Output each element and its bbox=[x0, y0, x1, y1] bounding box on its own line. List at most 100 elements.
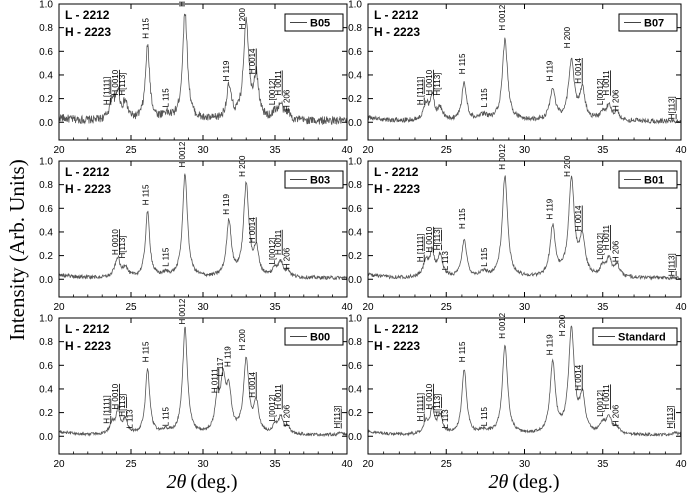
y-tick-label: 0.0 bbox=[39, 432, 53, 443]
peak-label: H[113] bbox=[668, 96, 677, 119]
x-tick-label: 35 bbox=[597, 459, 609, 470]
x-tick-label: 20 bbox=[362, 459, 374, 470]
legend: B00 bbox=[284, 327, 344, 346]
panels: 20 25 30 35 40 0.0 0.2 0.4 0.6 0.8 1.0 L - 2212 H - … bbox=[39, 0, 687, 470]
peak-label: L[0012] bbox=[596, 78, 605, 105]
peak-label: H 206 bbox=[282, 404, 291, 426]
x-tick-label: 40 bbox=[675, 302, 687, 313]
peak-label: H 0014 bbox=[248, 217, 257, 243]
peak-label: H[113] bbox=[118, 73, 127, 96]
phase-label: H - 2223 bbox=[374, 339, 420, 353]
panel-top-left: 20 25 30 35 40 0.0 0.2 0.4 0.6 0.8 1.0 L - 2212 H - … bbox=[39, 0, 353, 156]
peak-label: H[113] bbox=[433, 73, 442, 96]
phase-label: L - 2212 bbox=[374, 322, 419, 336]
legend-label: B01 bbox=[644, 175, 664, 187]
legend: B05 bbox=[284, 13, 344, 32]
x-tick-label: 20 bbox=[53, 459, 65, 470]
y-tick-label: 0.6 bbox=[348, 47, 362, 58]
y-tick-label: 0.8 bbox=[39, 23, 53, 34]
x-tick-label: 30 bbox=[519, 145, 531, 156]
peak-label: H 206 bbox=[611, 240, 620, 262]
panel-middle-left: 20 25 30 35 40 0.0 0.2 0.4 0.6 0.8 1.0 L - 2212 H - … bbox=[39, 141, 353, 313]
x-tick-label: 35 bbox=[597, 302, 609, 313]
peak-label: H[113] bbox=[668, 253, 677, 276]
y-tick-label: 0.8 bbox=[348, 337, 362, 348]
peak-label: H 0111 bbox=[210, 368, 219, 393]
peak-label: H 0012 bbox=[178, 141, 187, 167]
x-axis-unit: (deg.) bbox=[512, 471, 559, 493]
peak-label: L 113 bbox=[441, 251, 450, 271]
x-tick-label: 35 bbox=[269, 459, 281, 470]
peak-label: H 0011 bbox=[602, 224, 611, 250]
peak-label: H 115 bbox=[458, 208, 467, 229]
y-tick-label: 0.2 bbox=[39, 251, 53, 262]
peak-label: H 0011 bbox=[602, 70, 611, 96]
peak-label: H [1111] bbox=[102, 77, 111, 105]
peak-label: H 119 bbox=[223, 346, 232, 367]
x-tick-label: 40 bbox=[341, 145, 353, 156]
xrd-trace-Standard bbox=[367, 325, 682, 438]
legend-label: B05 bbox=[310, 18, 330, 30]
peak-label: L 113 bbox=[441, 409, 450, 429]
peak-label: H [1111] bbox=[416, 77, 425, 105]
y-tick-label: 0.6 bbox=[39, 361, 53, 372]
peak-label: H[113] bbox=[118, 394, 127, 417]
x-tick-label: 40 bbox=[341, 302, 353, 313]
peak-label: L 115 bbox=[161, 407, 170, 427]
phase-label: H - 2223 bbox=[374, 182, 420, 196]
y-tick-label: 0.8 bbox=[348, 180, 362, 191]
x-tick-label: 25 bbox=[125, 459, 137, 470]
legend-label: B03 bbox=[310, 175, 330, 187]
peak-label: L 115 bbox=[161, 88, 170, 108]
y-tick-label: 0.4 bbox=[39, 384, 53, 395]
y-tick-label: 0.0 bbox=[348, 432, 362, 443]
peak-label: H 119 bbox=[546, 198, 555, 219]
x-tick-label: 30 bbox=[519, 302, 531, 313]
peak-label: L 115 bbox=[480, 407, 489, 427]
y-tick-label: 0.6 bbox=[348, 204, 362, 215]
peak-label: H 0011 bbox=[602, 384, 611, 410]
y-tick-label: 1.0 bbox=[348, 157, 362, 168]
y-axis-label: Intensity (Arb. Units) bbox=[5, 159, 29, 340]
y-tick-label: 0.2 bbox=[348, 251, 362, 262]
peak-label: H 0010 bbox=[425, 69, 434, 95]
legend-box bbox=[618, 170, 678, 189]
peak-label: L[0012] bbox=[268, 238, 277, 265]
peak-label: H 115 bbox=[141, 341, 150, 362]
x-tick-label: 20 bbox=[53, 145, 65, 156]
legend: Standard bbox=[592, 327, 678, 346]
x-tick-label: 30 bbox=[197, 459, 209, 470]
peak-label: H [1111] bbox=[102, 395, 111, 423]
peak-label: L 113 bbox=[125, 409, 134, 429]
peak-label: H 0012 bbox=[178, 298, 187, 324]
phase-label: H - 2223 bbox=[65, 339, 111, 353]
peak-label: L[0012] bbox=[268, 78, 277, 105]
y-tick-label: 0.6 bbox=[39, 47, 53, 58]
x-tick-label: 20 bbox=[362, 145, 374, 156]
peak-label: H 0010 bbox=[111, 69, 120, 95]
xrd-trace-B05 bbox=[58, 13, 348, 126]
y-tick-label: 0.4 bbox=[39, 227, 53, 238]
peak-label: L 115 bbox=[161, 247, 170, 267]
x-tick-label: 25 bbox=[441, 145, 453, 156]
y-tick-label: 1.0 bbox=[39, 0, 53, 11]
y-tick-label: 0.2 bbox=[39, 94, 53, 105]
y-tick-label: 1.0 bbox=[39, 314, 53, 325]
x-tick-label: 40 bbox=[675, 145, 687, 156]
phase-label: H - 2223 bbox=[374, 25, 420, 39]
peak-label: H 119 bbox=[222, 60, 231, 81]
x-tick-label: 25 bbox=[125, 302, 137, 313]
peak-label: H 200 bbox=[238, 8, 247, 30]
x-tick-label: 40 bbox=[675, 459, 687, 470]
y-tick-label: 0.4 bbox=[39, 70, 53, 81]
peak-label: H 200 bbox=[558, 314, 567, 336]
peak-label: L[0012] bbox=[596, 233, 605, 260]
peak-label: H 0012 bbox=[498, 312, 507, 338]
legend-label: B07 bbox=[644, 18, 664, 30]
peak-label: L[0012] bbox=[596, 390, 605, 417]
peak-label: H 206 bbox=[282, 89, 291, 111]
peak-label: H 119 bbox=[546, 60, 555, 81]
panel-middle-right: 20 25 30 35 40 0.0 0.2 0.4 0.6 0.8 1.0 L - 2212 H - … bbox=[348, 143, 687, 313]
peak-label: H 0010 bbox=[111, 229, 120, 255]
